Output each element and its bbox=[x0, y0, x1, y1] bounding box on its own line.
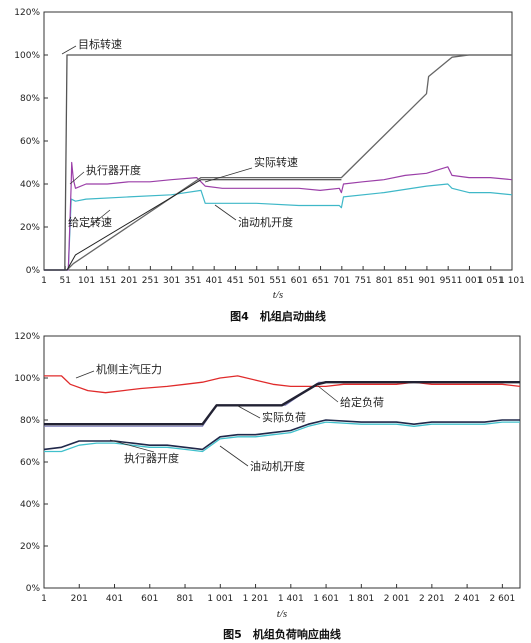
y-tick-label: 0% bbox=[26, 266, 41, 276]
annotation-label: 油动机开度 bbox=[238, 215, 293, 229]
annotation-leader bbox=[61, 45, 77, 55]
x-tick-label: 1 bbox=[41, 276, 47, 286]
series-line-3 bbox=[43, 419, 520, 451]
y-tick-label: 40% bbox=[20, 500, 40, 510]
x-axis-title: t/s bbox=[273, 289, 283, 301]
x-tick-label: 751 bbox=[354, 276, 371, 286]
series-line-2 bbox=[44, 161, 513, 271]
x-tick-label: 1 201 bbox=[243, 594, 269, 604]
x-tick-label: 201 bbox=[71, 594, 88, 604]
figure-caption: 图5 机组负荷响应曲线 bbox=[223, 627, 341, 641]
x-tick-label: 2 001 bbox=[384, 594, 410, 604]
annotation-label: 给定负荷 bbox=[340, 395, 384, 409]
annotation-label: 实际转速 bbox=[254, 155, 298, 169]
series-line-1 bbox=[44, 54, 512, 271]
x-tick-label: 51 bbox=[60, 276, 71, 286]
x-tick-label: 201 bbox=[120, 276, 137, 286]
annotation-leader bbox=[109, 439, 155, 453]
chart-startup-curve: 0%20%40%60%80%100%120%1 51 101 151 201 251 301… bbox=[14, 8, 525, 323]
x-tick-label: 551 bbox=[269, 276, 286, 286]
x-tick-label: 801 bbox=[176, 594, 193, 604]
annotation-label: 目标转速 bbox=[78, 37, 122, 51]
x-tick-label: 601 bbox=[141, 594, 158, 604]
x-tick-label: 1 801 bbox=[348, 594, 374, 604]
y-tick-label: 20% bbox=[20, 223, 40, 233]
x-tick-label: 901 bbox=[418, 276, 435, 286]
x-tick-label: 401 bbox=[206, 276, 223, 286]
y-tick-label: 120% bbox=[14, 8, 40, 18]
x-tick-label: 151 bbox=[99, 276, 116, 286]
series-line-0 bbox=[44, 375, 521, 394]
x-tick-label: 2 201 bbox=[419, 594, 445, 604]
x-tick-label: 501 bbox=[248, 276, 265, 286]
annotation-label: 执行器开度 bbox=[124, 451, 179, 465]
y-tick-label: 100% bbox=[14, 51, 40, 61]
x-tick-label: 1 001 bbox=[457, 276, 483, 286]
annotation-label: 执行器开度 bbox=[86, 163, 141, 177]
x-tick-label: 301 bbox=[163, 276, 180, 286]
x-tick-label: 2 601 bbox=[489, 594, 515, 604]
y-tick-label: 40% bbox=[20, 180, 40, 190]
y-tick-label: 80% bbox=[20, 416, 40, 426]
y-tick-label: 80% bbox=[20, 94, 40, 104]
figure-caption: 图4 机组启动曲线 bbox=[230, 309, 326, 323]
y-tick-label: 0% bbox=[26, 584, 41, 594]
annotation-leader bbox=[75, 370, 95, 379]
series-line-3 bbox=[44, 179, 342, 271]
x-tick-label: 101 bbox=[78, 276, 95, 286]
x-tick-label: 1 101 bbox=[499, 276, 525, 286]
annotation-leader bbox=[317, 385, 339, 403]
annotation-leader bbox=[214, 204, 237, 221]
annotation-label: 实际负荷 bbox=[262, 410, 306, 424]
series-line-4 bbox=[44, 183, 513, 271]
x-tick-label: 1 001 bbox=[207, 594, 233, 604]
x-tick-label: 701 bbox=[333, 276, 350, 286]
annotation-label: 给定转速 bbox=[68, 215, 112, 229]
x-tick-label: 601 bbox=[291, 276, 308, 286]
y-tick-label: 100% bbox=[14, 374, 40, 384]
annotation-leader bbox=[204, 167, 253, 183]
annotation-leader bbox=[69, 171, 85, 185]
x-tick-label: 951 bbox=[440, 276, 457, 286]
annotation-leader bbox=[87, 209, 111, 229]
series-line-1 bbox=[44, 381, 520, 426]
annotation-label: 机侧主汽压力 bbox=[96, 362, 162, 376]
y-tick-label: 120% bbox=[14, 332, 40, 342]
x-axis-title: t/s bbox=[277, 608, 287, 620]
x-tick-label: 851 bbox=[397, 276, 414, 286]
y-tick-label: 60% bbox=[20, 458, 40, 468]
x-tick-label: 1 601 bbox=[313, 594, 339, 604]
x-tick-label: 451 bbox=[227, 276, 244, 286]
chart-load-response-curve: 0% 20% 40% 60% 80% 100% 120% 1 201 401 601 801 1 001… bbox=[14, 332, 521, 641]
y-tick-label: 60% bbox=[20, 137, 40, 147]
x-tick-label: 401 bbox=[106, 594, 123, 604]
x-tick-label: 251 bbox=[142, 276, 159, 286]
x-tick-label: 1 bbox=[41, 594, 47, 604]
x-tick-label: 351 bbox=[184, 276, 201, 286]
x-tick-label: 801 bbox=[376, 276, 393, 286]
y-tick-label: 20% bbox=[20, 542, 40, 552]
x-tick-label: 2 401 bbox=[454, 594, 480, 604]
annotation-leader bbox=[219, 445, 249, 467]
x-tick-label: 1 051 bbox=[478, 276, 504, 286]
x-tick-label: 651 bbox=[312, 276, 329, 286]
annotation-label: 油动机开度 bbox=[250, 459, 305, 473]
x-tick-label: 1 401 bbox=[278, 594, 304, 604]
series-line-4 bbox=[44, 421, 520, 453]
annotation-leader bbox=[237, 405, 261, 419]
